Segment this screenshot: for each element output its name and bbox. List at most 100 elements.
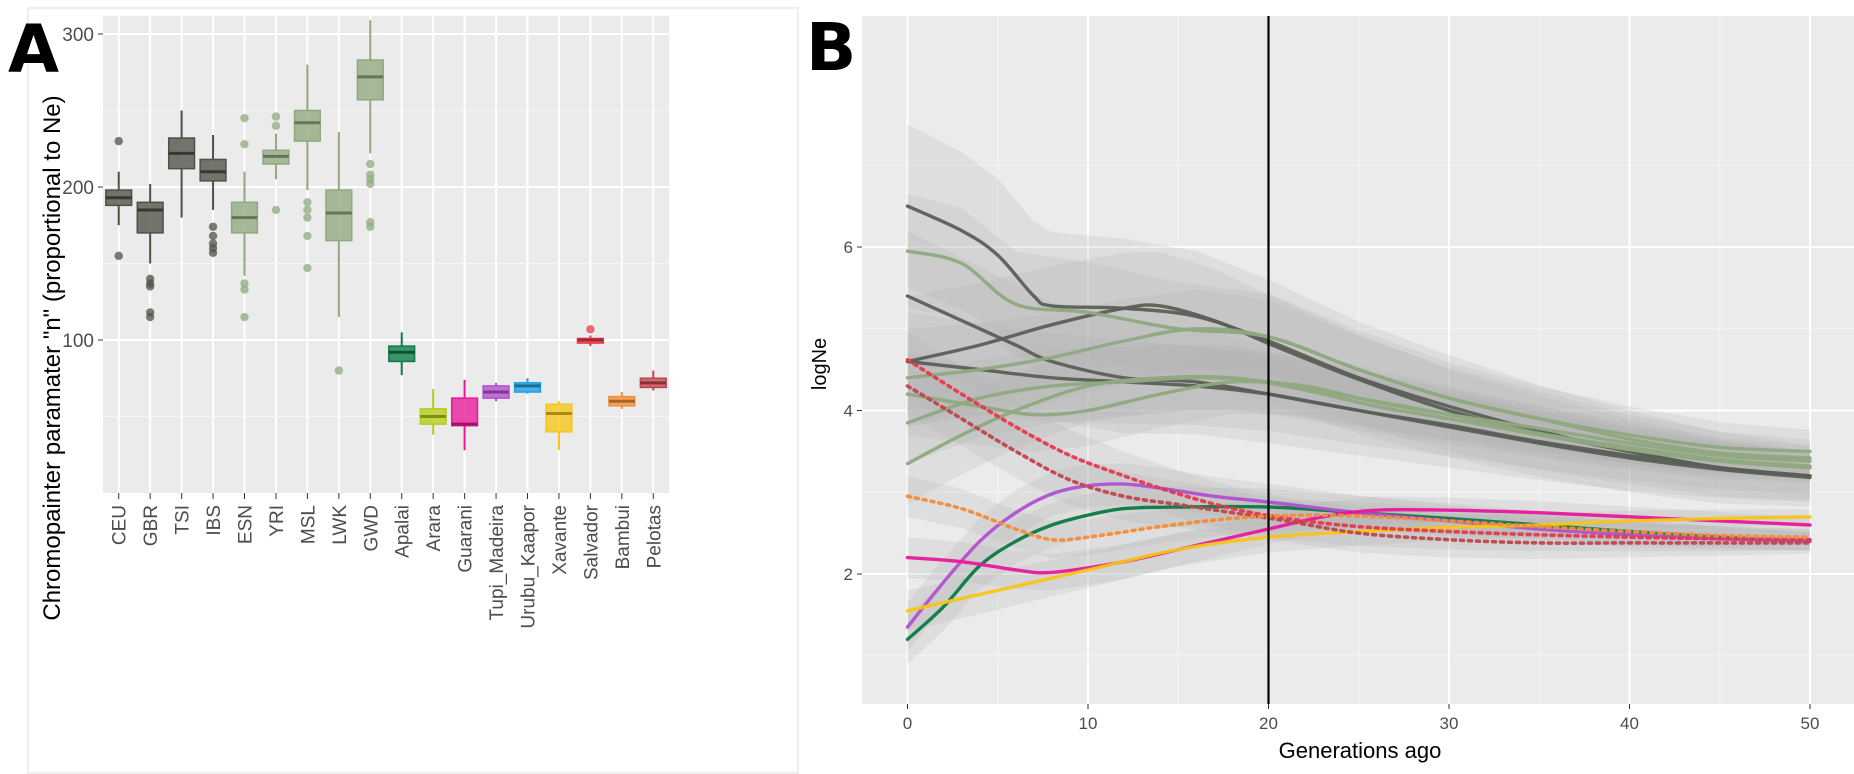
- box-outlier-point: [240, 139, 249, 149]
- boxplot-y-tick-label: 200: [62, 178, 94, 199]
- box-outlier-point: [114, 136, 123, 146]
- line-y-tick-label: 2: [844, 565, 853, 584]
- box-iqr: [293, 109, 322, 142]
- boxplot-y-ticks: 100 200 300: [62, 25, 103, 352]
- line-y-axis-title: logNe: [809, 338, 831, 390]
- panel-a-letter: A: [8, 11, 59, 88]
- box-iqr: [545, 403, 573, 433]
- box-outlier-point: [208, 222, 218, 231]
- boxplot-boxes: [105, 20, 667, 451]
- box-outlier-point: [303, 213, 312, 222]
- series-dashed-line: [905, 384, 1812, 545]
- boxplot-x-tick-label: Urubu_Kaapor: [519, 504, 540, 628]
- line-series: [905, 204, 1812, 642]
- line-x-tick-label: 20: [1259, 714, 1278, 733]
- box-outlier-point: [366, 170, 375, 179]
- series-confidence-band: [907, 344, 1810, 505]
- panel-b-letter: B: [806, 9, 856, 86]
- boxplot-x-ticks: CEU GBR TSI IBS ESN YRI MSL LWK GWD Apalai Arara Gu…: [110, 493, 665, 629]
- series-line: [905, 515, 1812, 613]
- line-x-tick-label: 40: [1620, 714, 1639, 733]
- line-x-ticks: 0 10 20 30 40 50: [903, 704, 1820, 733]
- boxplot-x-tick-label: IBS: [204, 505, 225, 536]
- box-outlier-point: [586, 325, 595, 334]
- boxplot-x-tick-label: YRI: [267, 505, 288, 537]
- box-outlier-point: [366, 217, 375, 227]
- series-line: [905, 376, 1812, 468]
- boxplot-x-tick-label: Xavante: [550, 505, 571, 575]
- boxplot-y-tick-label: 300: [62, 25, 94, 46]
- box-outlier-point: [240, 285, 249, 294]
- boxplot-x-tick-label: MSL: [298, 505, 319, 544]
- series-line: [905, 303, 1812, 478]
- boxplot-x-tick-label: GBR: [141, 505, 162, 546]
- boxplot-y-tick-label: 100: [62, 331, 94, 352]
- box-outlier-point: [145, 308, 155, 317]
- box-outlier-point: [271, 121, 281, 130]
- series-line: [905, 326, 1812, 460]
- box-outlier-point: [334, 366, 344, 375]
- line-chart: 2 4 6 0 10 20 30 40 50 Generations ago logNe: [809, 16, 1854, 763]
- series-line: [905, 482, 1812, 629]
- box-outlier-point: [303, 231, 312, 241]
- boxplot-x-tick-label: ESN: [236, 505, 257, 544]
- series-confidence-band: [907, 193, 1810, 473]
- line-x-tick-label: 10: [1079, 714, 1098, 733]
- boxplot-x-tick-label: GWD: [361, 505, 382, 551]
- box-outlier-point: [303, 263, 312, 273]
- series-dashed-line: [905, 358, 1812, 542]
- line-y-ticks: 2 4 6: [844, 238, 862, 584]
- boxplot-x-tick-label: Bambui: [613, 505, 634, 569]
- series-line: [905, 359, 1812, 478]
- boxplot-x-tick-label: Arara: [424, 505, 445, 552]
- box-iqr: [199, 158, 227, 182]
- box-outlier-point: [240, 279, 249, 288]
- box-outlier-point: [208, 239, 218, 248]
- box-outlier-point: [271, 112, 281, 121]
- box-iqr: [325, 189, 353, 242]
- panel-a-frame: [27, 7, 799, 774]
- series-line: [905, 507, 1812, 575]
- box-outlier-point: [366, 159, 375, 169]
- boxplot-x-tick-label: Guarani: [456, 505, 477, 573]
- boxplot-x-tick-label: CEU: [110, 505, 131, 545]
- series-confidence-band: [907, 124, 1810, 507]
- boxplot-chart: 100 200 300 CEU GBR TSI IBS ESN YRI MSL LWK GWD Apa…: [39, 16, 669, 629]
- box-outlier-point: [114, 251, 123, 261]
- box-iqr: [356, 59, 384, 101]
- series-dashed-line: [905, 494, 1812, 542]
- series-confidence-band: [907, 331, 1810, 552]
- box-iqr: [136, 201, 164, 234]
- series-line: [905, 374, 1812, 470]
- series-line: [905, 379, 1812, 463]
- boxplot-x-tick-label: Tupi_Madeira: [487, 505, 508, 621]
- series-confidence-band: [907, 230, 1810, 503]
- line-x-tick-label: 50: [1801, 714, 1820, 733]
- box-outlier-point: [271, 205, 281, 215]
- box-outlier-point: [303, 198, 312, 207]
- box-outlier-point: [208, 231, 218, 241]
- box-outlier-point: [240, 312, 249, 322]
- box-iqr: [513, 382, 542, 393]
- line-x-tick-label: 30: [1440, 714, 1459, 733]
- boxplot-x-tick-label: Pelotas: [644, 505, 665, 568]
- boxplot-x-tick-label: TSI: [173, 505, 194, 535]
- boxplot-x-tick-label: Apalai: [393, 505, 414, 558]
- box-outlier-point: [303, 205, 312, 215]
- line-plot-background: [862, 16, 1854, 704]
- line-y-tick-label: 6: [844, 238, 853, 257]
- boxplot-x-tick-label: Salvador: [581, 504, 602, 580]
- line-x-axis-title: Generations ago: [1279, 738, 1442, 763]
- box-iqr: [450, 397, 479, 427]
- series-confidence-band: [907, 463, 1810, 652]
- boxplot-y-axis-title: Chromopainter paramater "n" (proportiona…: [39, 95, 66, 620]
- box-outlier-point: [240, 113, 249, 123]
- line-x-tick-label: 0: [903, 714, 912, 733]
- boxplot-plot-background: [103, 16, 669, 493]
- box-iqr: [388, 345, 416, 363]
- line-y-tick-label: 4: [844, 402, 853, 421]
- boxplot-x-tick-label: LWK: [330, 505, 351, 545]
- box-outlier-point: [145, 274, 155, 283]
- series-confidence-band: [907, 496, 1810, 591]
